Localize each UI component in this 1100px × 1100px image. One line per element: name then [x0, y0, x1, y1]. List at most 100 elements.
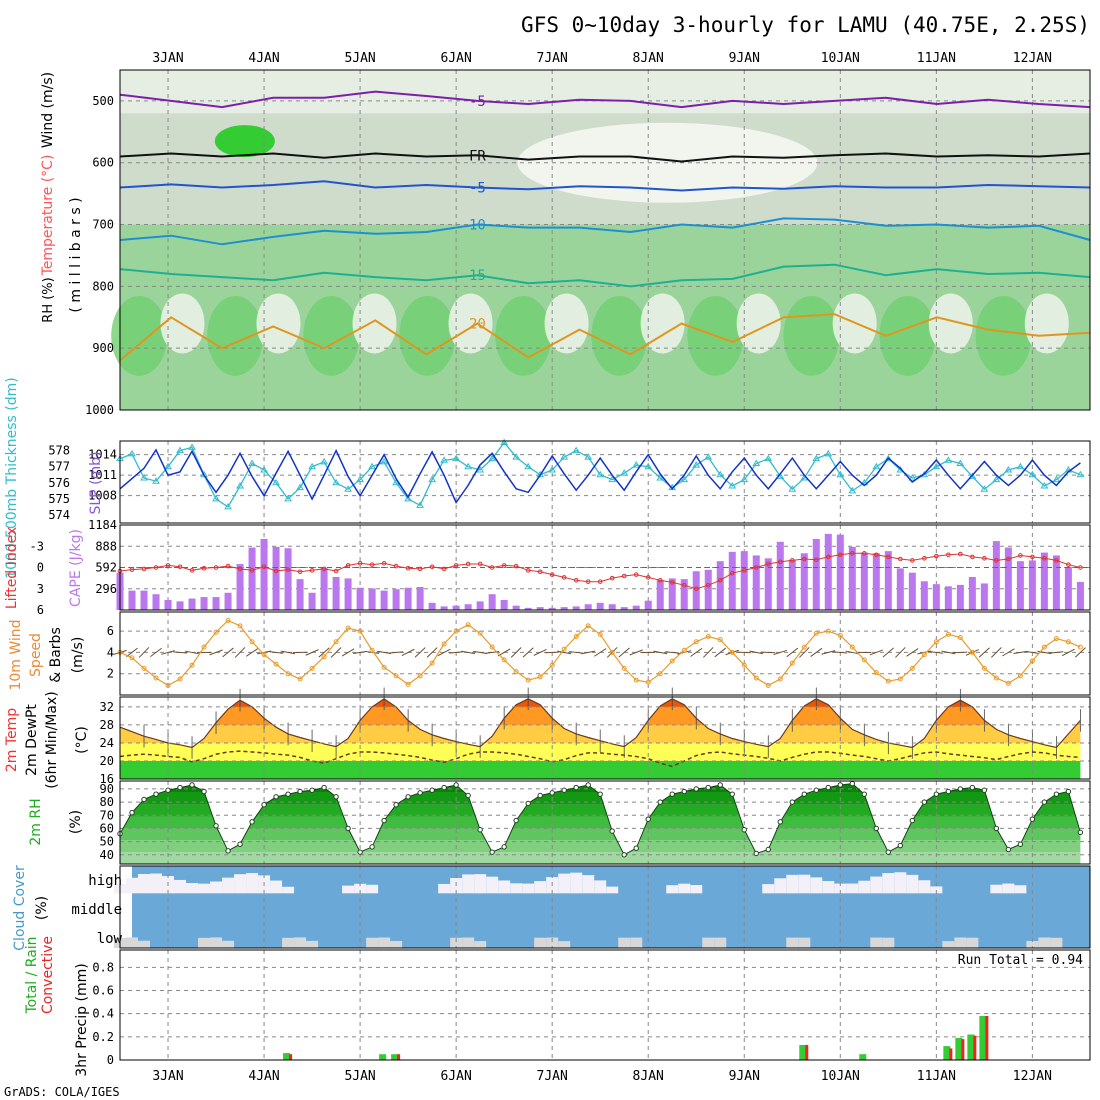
top-day-label: 9JAN	[729, 51, 760, 66]
rh-dry-cell	[448, 293, 493, 354]
rh-point	[249, 819, 255, 825]
thickness-point	[956, 459, 965, 467]
thickness-point	[608, 475, 617, 483]
precip-total-bar	[943, 1046, 951, 1060]
cape-bar	[464, 604, 472, 610]
thickness-tick-label: 577	[48, 460, 70, 474]
rh-band	[120, 828, 1081, 841]
wind-barb	[1013, 650, 1028, 654]
wind-speed-point	[165, 682, 171, 688]
lifted-index-point	[633, 572, 639, 577]
temperature-band	[120, 724, 1081, 743]
thickness-point	[728, 482, 737, 489]
lifted-index-point	[801, 556, 807, 562]
thickness-point	[992, 475, 1001, 483]
wind-speed-point	[981, 665, 987, 671]
thickness-point	[1076, 470, 1085, 478]
thickness-point	[740, 475, 749, 483]
cape-bar	[572, 606, 580, 610]
lifted-index-point	[177, 564, 183, 570]
cloud-high-bar	[774, 878, 787, 894]
wind-speed-point	[801, 644, 807, 650]
rh-point	[861, 791, 868, 797]
bottom-day-label: 6JAN	[440, 1069, 471, 1084]
lifted-index-point	[261, 564, 267, 570]
precip-total-bar	[955, 1038, 963, 1060]
rh-point	[405, 794, 411, 800]
cape-bar	[764, 558, 772, 610]
lifted-index-point	[813, 557, 819, 563]
rh-point	[909, 817, 916, 824]
cloud-low-bar	[366, 937, 379, 948]
cloud-low-bar	[126, 937, 139, 948]
wind-axis-label: 10m Wind	[8, 619, 24, 690]
bottom-day-label: 10JAN	[821, 1069, 860, 1084]
rh-point	[345, 825, 351, 832]
panel-frame	[119, 440, 1091, 524]
cloud-low-bar	[546, 937, 559, 948]
cape-bar	[440, 606, 448, 610]
wind-barb	[222, 647, 234, 658]
panel-frame	[119, 696, 1091, 780]
thickness-point	[680, 475, 689, 483]
y-tick-label: 800	[92, 279, 114, 293]
wind-speed-point	[537, 674, 543, 680]
thickness-point	[212, 494, 220, 502]
cloud-low-bar	[282, 937, 295, 948]
wind-speed-point	[873, 670, 879, 676]
cape-tick-label: 888	[95, 539, 117, 553]
wind-barb	[389, 651, 404, 654]
top-day-label: 12JAN	[1013, 51, 1052, 66]
thickness-slp-panel: 574 575 576 577 578 1008 1011 1014 1000-500mb Th…	[4, 377, 1091, 579]
cape-bar	[164, 599, 172, 610]
cape-bar	[248, 547, 256, 610]
cloud-level-label: middle	[71, 902, 122, 918]
wind-barb	[305, 649, 319, 656]
lifted-index-point	[1042, 555, 1047, 561]
cloud-high-bar	[150, 873, 163, 894]
isotherm-line	[119, 90, 1091, 109]
lifted-index-point	[1030, 554, 1035, 560]
wind-speed-point	[141, 665, 147, 671]
rh-point	[681, 788, 687, 795]
thickness-point	[1040, 482, 1049, 489]
thickness-point	[308, 462, 316, 470]
thickness-axis-label: 1000-500mb Thickness (dm)	[4, 377, 20, 578]
rh-point	[273, 794, 279, 800]
thickness-point	[620, 469, 629, 476]
rh-axis-label: (%)	[68, 810, 84, 834]
rh-point	[153, 791, 159, 797]
wind-speed-point	[729, 649, 735, 655]
thickness-point	[224, 502, 232, 510]
cape-bar	[884, 551, 892, 610]
thickness-point	[1004, 465, 1013, 473]
cape-bar	[644, 600, 652, 610]
wind-barb	[341, 648, 355, 657]
cloud-low-bar	[1026, 940, 1039, 948]
cloud-high-bar	[174, 879, 187, 894]
lifted-index-point	[153, 565, 159, 570]
li-tick-label: 3	[37, 582, 44, 596]
cape-bar	[560, 607, 568, 610]
cloud-low-bar	[390, 940, 403, 948]
lifted-index-point	[657, 577, 663, 583]
rh-point	[453, 782, 459, 788]
cloud-high-bar	[462, 874, 475, 894]
lifted-index-point	[393, 563, 399, 569]
rh-moist-cell	[879, 295, 936, 376]
wind-speed-point	[837, 632, 843, 638]
lifted-index-point	[705, 582, 711, 588]
lifted-index-point	[1018, 553, 1023, 558]
wind-barb	[786, 647, 799, 658]
wind-speed-point	[357, 628, 363, 634]
wind-barb	[461, 650, 476, 655]
wind-speed-point	[741, 662, 747, 668]
lifted-index-point	[874, 552, 879, 558]
lifted-index-point	[729, 570, 735, 576]
cape-bar	[548, 607, 556, 610]
cloud-high-bar	[882, 873, 895, 894]
lifted-index-point	[489, 565, 495, 570]
cape-bar	[188, 598, 196, 610]
thickness-point	[848, 486, 857, 494]
